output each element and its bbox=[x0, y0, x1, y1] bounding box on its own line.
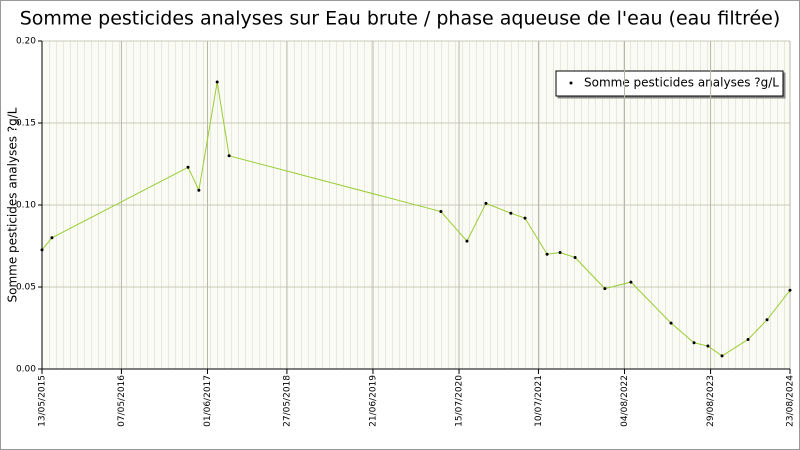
data-point bbox=[227, 154, 231, 158]
y-tick-label: 0.20 bbox=[16, 37, 36, 47]
data-point bbox=[629, 280, 633, 284]
data-point bbox=[523, 216, 527, 220]
x-tick-label: 29/08/2023 bbox=[706, 375, 716, 427]
data-point bbox=[40, 248, 44, 252]
data-point bbox=[788, 288, 792, 292]
legend-box bbox=[555, 70, 784, 97]
chart-title: Somme pesticides analyses sur Eau brute … bbox=[20, 8, 781, 30]
x-tick-label: 07/05/2016 bbox=[117, 375, 127, 427]
x-tick-label: 01/06/2017 bbox=[203, 375, 213, 427]
x-tick-label: 10/07/2021 bbox=[534, 375, 544, 427]
x-tick-label: 21/06/2019 bbox=[368, 375, 378, 427]
y-tick-label: 0.05 bbox=[16, 283, 36, 293]
data-point bbox=[439, 210, 443, 214]
data-point bbox=[509, 211, 513, 215]
y-tick-label: 0.10 bbox=[16, 201, 36, 211]
x-tick-label: 04/08/2022 bbox=[620, 375, 630, 427]
legend: Somme pesticides analyses ?g/L bbox=[555, 70, 784, 97]
data-point bbox=[692, 341, 696, 345]
y-axis-label: Somme pesticides analyses ?g/L bbox=[6, 107, 20, 302]
data-point bbox=[573, 255, 577, 259]
data-point bbox=[746, 337, 750, 341]
data-point bbox=[603, 287, 607, 291]
data-point bbox=[558, 251, 562, 255]
data-point bbox=[484, 201, 488, 205]
data-point bbox=[545, 252, 549, 256]
legend-label: Somme pesticides analyses ?g/L bbox=[584, 76, 779, 90]
y-tick-label: 0.00 bbox=[16, 365, 36, 375]
x-tick-label: 13/05/2015 bbox=[38, 375, 48, 427]
legend-marker bbox=[569, 81, 573, 85]
data-point bbox=[720, 354, 724, 358]
x-tick-label: 15/07/2020 bbox=[455, 375, 465, 427]
data-point bbox=[186, 165, 190, 169]
x-tick-label: 23/08/2024 bbox=[786, 375, 796, 427]
y-tick-label: 0.15 bbox=[16, 119, 36, 129]
data-point bbox=[465, 239, 469, 243]
data-point bbox=[765, 318, 769, 322]
data-point bbox=[706, 344, 710, 348]
x-tick-label: 27/05/2018 bbox=[282, 375, 292, 427]
data-point bbox=[197, 188, 201, 192]
data-point bbox=[215, 80, 219, 84]
data-point bbox=[669, 321, 673, 325]
data-point bbox=[50, 236, 54, 240]
